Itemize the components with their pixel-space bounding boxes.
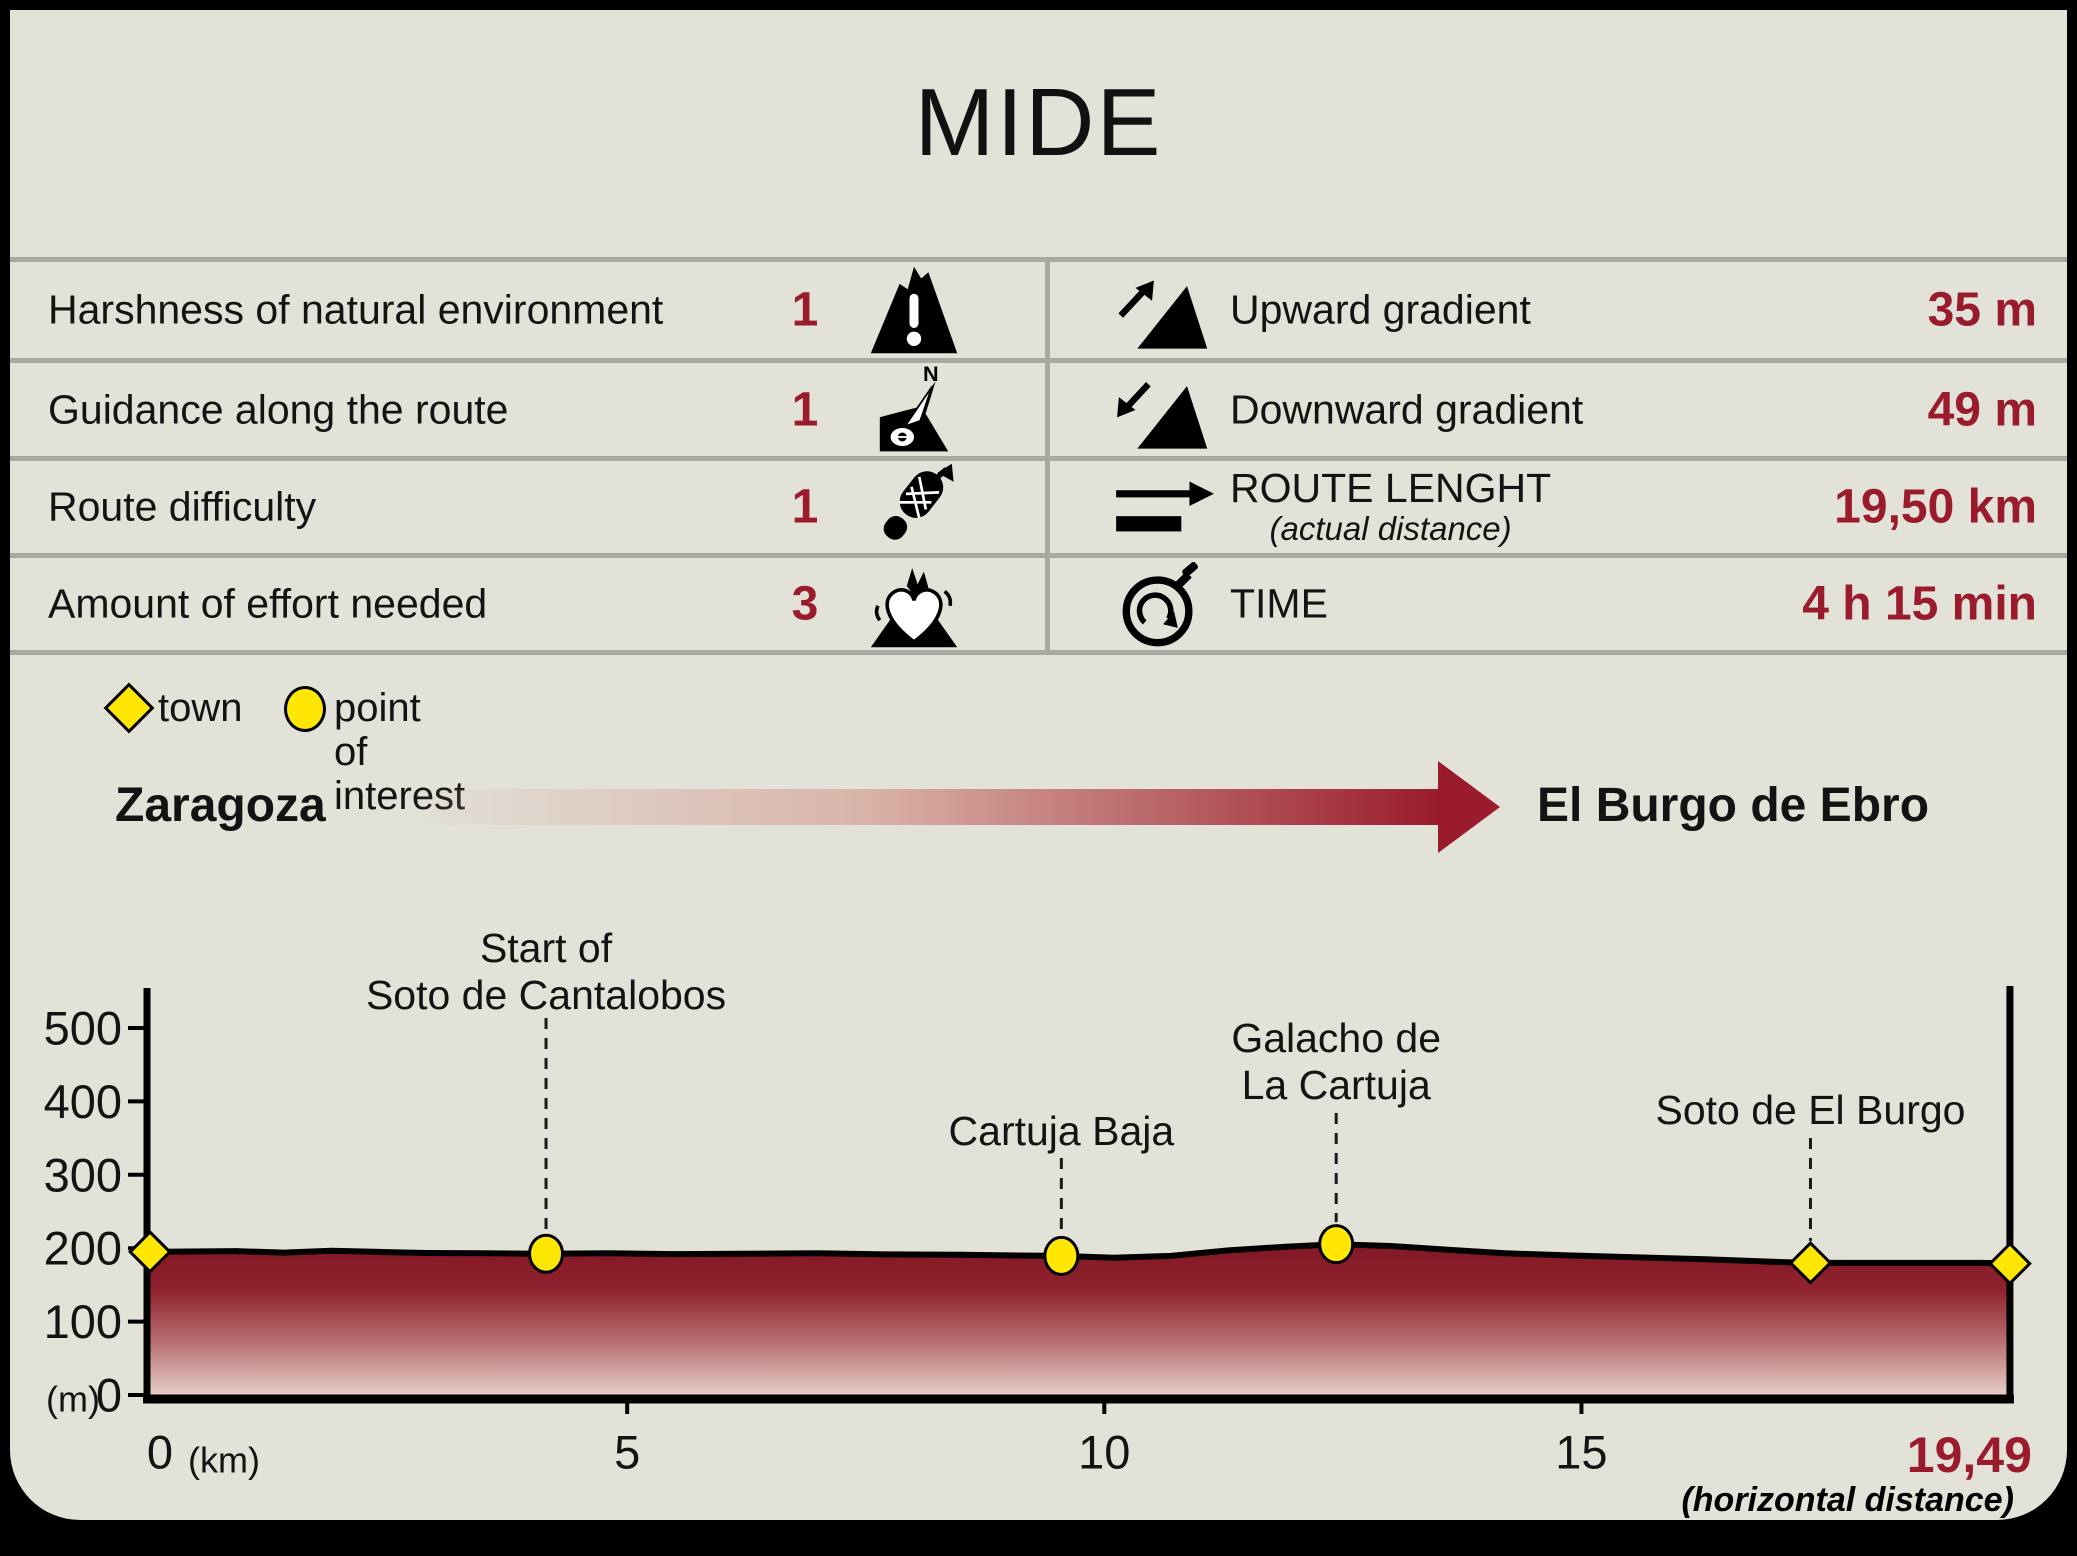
boot-print-icon bbox=[868, 462, 960, 552]
annotation-label: Start of bbox=[480, 925, 613, 971]
town-marker bbox=[1988, 1241, 2032, 1286]
poi-marker bbox=[1043, 1235, 1080, 1276]
row-score: 1 bbox=[791, 383, 819, 436]
route-start-name: Zaragoza bbox=[115, 779, 326, 832]
profile-area bbox=[150, 1244, 2010, 1399]
divider bbox=[10, 650, 2067, 655]
row-label: Upward gradient bbox=[1230, 286, 1531, 333]
row-label: Guidance along the route bbox=[48, 386, 509, 432]
town-marker-icon bbox=[103, 682, 155, 734]
annotation-label: Soto de El Burgo bbox=[1655, 1087, 1965, 1133]
divider bbox=[10, 553, 2067, 558]
legend-town-label: town bbox=[158, 686, 243, 730]
horizontal-distance-note: (horizontal distance) bbox=[1681, 1481, 2013, 1519]
table-row-downward-gradient: Downward gradient 49 m bbox=[1050, 363, 2067, 456]
annotation-label: Soto de Cantalobos bbox=[366, 972, 726, 1018]
row-label: Amount of effort needed bbox=[48, 580, 488, 627]
row-score: 1 bbox=[791, 480, 819, 534]
row-value: 49 m bbox=[1927, 383, 2037, 436]
route-length-label: ROUTE LENGHT bbox=[1230, 465, 1552, 512]
row-label: ROUTE LENGHT (actual distance) bbox=[1230, 467, 1551, 547]
page-title: MIDE bbox=[914, 69, 1163, 176]
heart-effort-icon bbox=[868, 559, 960, 649]
row-label: TIME bbox=[1230, 580, 1328, 627]
table-row-upward-gradient: Upward gradient 35 m bbox=[1050, 262, 2067, 358]
x-axis-unit-label: (km) bbox=[188, 1440, 260, 1481]
x-end-label: 19,49 bbox=[1907, 1427, 2032, 1483]
profile-line bbox=[147, 1241, 2013, 1267]
svg-text:N: N bbox=[923, 365, 939, 386]
row-score: 1 bbox=[791, 283, 819, 337]
route-length-icon bbox=[1108, 461, 1220, 553]
divider bbox=[10, 257, 2067, 262]
route-direction-arrow bbox=[400, 789, 1440, 825]
table-row-route-length: ROUTE LENGHT (actual distance) 19,50 km bbox=[1050, 461, 2067, 553]
mountain-warning-icon bbox=[868, 265, 960, 355]
table-row-time: TIME 4 h 15 min bbox=[1050, 558, 2067, 650]
divider bbox=[1045, 257, 1050, 655]
poi-marker-icon bbox=[284, 686, 326, 732]
divider bbox=[10, 456, 2067, 461]
y-tick-label: 100 bbox=[44, 1295, 122, 1348]
poi-marker bbox=[528, 1233, 565, 1274]
x-tick-label: 10 bbox=[1078, 1426, 1130, 1479]
elevation-profile-chart: 0 100 200 300 400 500 (m) 5 10 15 0 (km) 19,49 Start … bbox=[44, 925, 2032, 1519]
row-label: Route difficulty bbox=[48, 483, 317, 530]
annotation-label: Galacho de bbox=[1231, 1015, 1441, 1061]
annotation-label: Cartuja Baja bbox=[949, 1108, 1175, 1154]
y-tick-label: 0 bbox=[96, 1369, 122, 1422]
card: MIDE Harshness of natural environment 1 … bbox=[10, 10, 2067, 1520]
row-value: 35 m bbox=[1927, 283, 2037, 337]
row-label: Harshness of natural environment bbox=[48, 286, 664, 333]
table-row-difficulty: Route difficulty 1 bbox=[10, 461, 1045, 553]
x-tick-label: 15 bbox=[1555, 1426, 1607, 1479]
y-tick-label: 500 bbox=[44, 1002, 122, 1055]
x-tick-label: 5 bbox=[614, 1426, 640, 1479]
table-row-harshness: Harshness of natural environment 1 bbox=[10, 262, 1045, 358]
stopwatch-icon bbox=[1108, 558, 1220, 650]
y-tick-label: 300 bbox=[44, 1148, 122, 1201]
row-value: 19,50 km bbox=[1834, 480, 2037, 534]
compass-icon: N bbox=[868, 365, 960, 455]
route-length-sublabel: (actual distance) bbox=[1269, 510, 1512, 548]
town-marker bbox=[1788, 1240, 1833, 1285]
y-axis-unit-label: (m) bbox=[46, 1379, 100, 1420]
x-origin-label: 0 bbox=[147, 1426, 173, 1479]
table-row-effort: Amount of effort needed 3 bbox=[10, 558, 1045, 650]
y-tick-label: 200 bbox=[44, 1222, 122, 1275]
downward-gradient-icon bbox=[1108, 364, 1220, 456]
town-marker bbox=[128, 1229, 172, 1274]
table-row-guidance: Guidance along the route 1 N bbox=[10, 363, 1045, 456]
upward-gradient-icon bbox=[1108, 264, 1220, 356]
row-score: 3 bbox=[791, 577, 819, 631]
poi-marker bbox=[1318, 1224, 1355, 1265]
row-value: 4 h 15 min bbox=[1802, 577, 2037, 631]
divider bbox=[10, 358, 2067, 363]
route-end-name: El Burgo de Ebro bbox=[1537, 779, 1930, 832]
row-label: Downward gradient bbox=[1230, 386, 1584, 432]
route-arrow-head-icon bbox=[1438, 761, 1500, 853]
annotation-label: La Cartuja bbox=[1242, 1062, 1431, 1108]
y-tick-label: 400 bbox=[44, 1075, 122, 1128]
